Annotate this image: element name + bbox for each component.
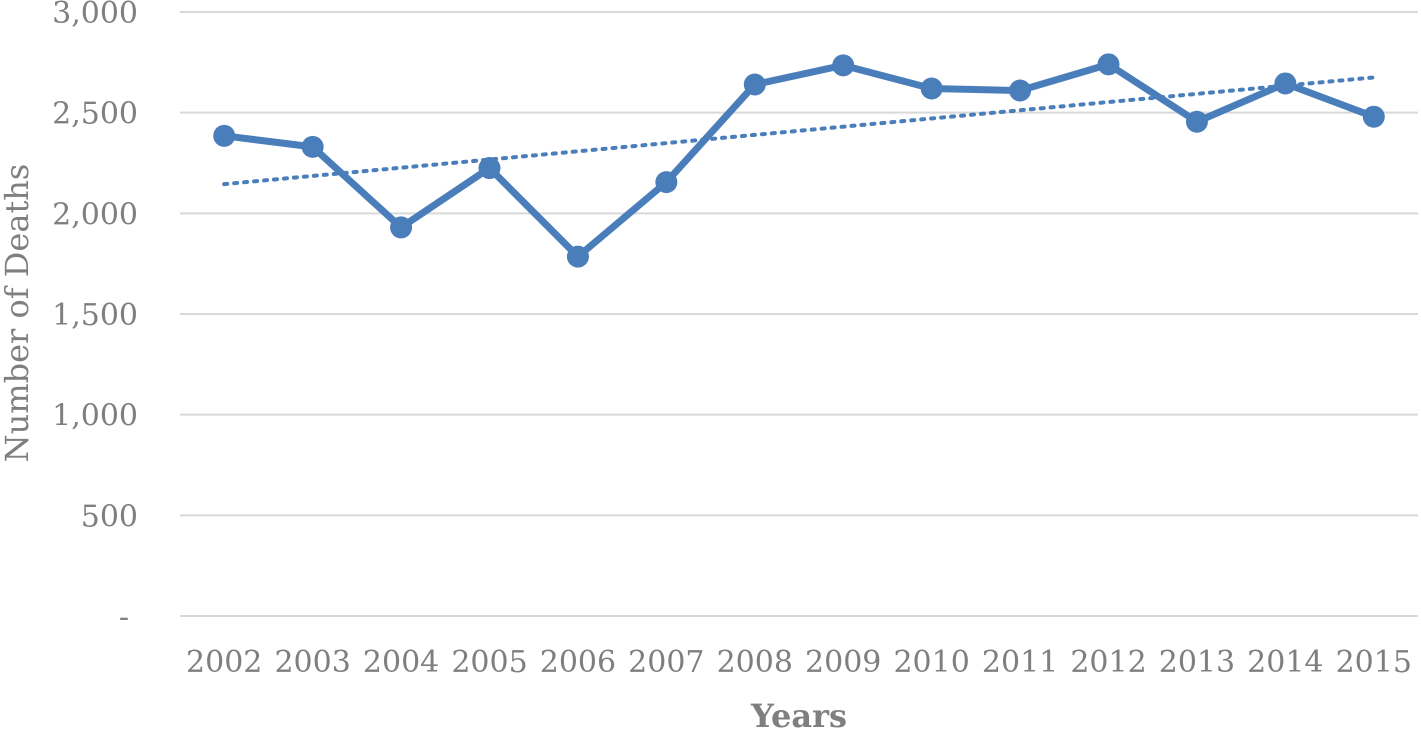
y-tick-label: - xyxy=(119,600,129,635)
data-point xyxy=(390,216,413,239)
data-point xyxy=(301,135,324,158)
data-point xyxy=(1362,105,1385,128)
data-point xyxy=(1274,72,1297,95)
data-point xyxy=(213,124,236,147)
x-tick-label: 2008 xyxy=(717,645,793,680)
data-point xyxy=(832,54,855,77)
y-tick-label: 3,000 xyxy=(52,0,138,31)
y-tick-label: 500 xyxy=(81,499,138,534)
y-tick-label: 1,000 xyxy=(52,399,138,434)
y-tick-label: 2,500 xyxy=(52,97,138,132)
gridlines xyxy=(180,11,1418,617)
data-point xyxy=(743,73,766,96)
x-tick-label: 2007 xyxy=(628,645,704,680)
y-axis-title: Number of Deaths xyxy=(0,164,36,463)
x-tick-label: 2004 xyxy=(363,645,439,680)
data-point xyxy=(655,171,678,194)
y-tick-label: 2,000 xyxy=(52,197,138,232)
x-tick-label: 2014 xyxy=(1247,645,1323,680)
data-point xyxy=(1185,110,1208,133)
x-tick-label: 2002 xyxy=(186,645,262,680)
data-point xyxy=(1009,79,1032,102)
y-axis-tick-labels: - 500 1,000 1,500 2,000 2,500 3,000 xyxy=(52,0,138,635)
series-line xyxy=(220,60,1378,261)
x-tick-label: 2009 xyxy=(805,645,881,680)
x-tick-label: 2012 xyxy=(1070,645,1146,680)
y-tick-label: 1,500 xyxy=(52,298,138,333)
x-tick-label: 2013 xyxy=(1159,645,1235,680)
data-point xyxy=(920,77,943,100)
data-point xyxy=(478,157,501,180)
data-point xyxy=(1097,53,1120,76)
x-tick-label: 2005 xyxy=(451,645,527,680)
x-tick-label: 2006 xyxy=(540,645,616,680)
trendline-layer xyxy=(222,75,1376,187)
series-layer xyxy=(213,53,1385,268)
data-point xyxy=(566,245,589,268)
x-tick-label: 2011 xyxy=(982,645,1058,680)
trendline xyxy=(222,75,1376,187)
x-tick-label: 2015 xyxy=(1336,645,1412,680)
x-axis-tick-labels: 2002 2003 2004 2005 2006 2007 2008 2009 2010 2011… xyxy=(186,645,1412,680)
x-axis-title: Years xyxy=(750,697,847,729)
x-tick-label: 2010 xyxy=(893,645,969,680)
x-tick-label: 2003 xyxy=(274,645,350,680)
